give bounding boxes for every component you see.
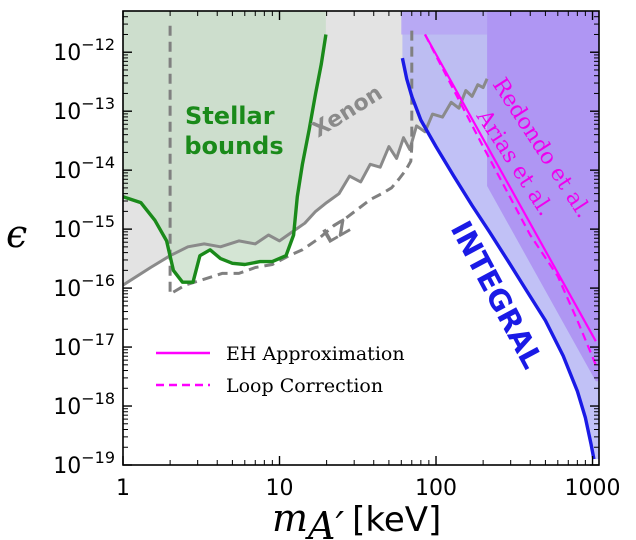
x-axis-label: mA′ [keV] (272, 496, 441, 540)
y-tick-label: 10−12 (53, 35, 115, 66)
stellar-bounds-label: Stellar bounds (184, 102, 283, 160)
x-tick-label: 100 (415, 476, 457, 501)
lz-line (168, 25, 414, 296)
legend-label-eh: EH Approximation (226, 343, 405, 365)
y-tick-label: 10−13 (53, 94, 115, 125)
plot-frame (122, 10, 600, 466)
y-tick-label: 10−18 (53, 389, 115, 420)
y-tick-label: 10−14 (53, 153, 115, 184)
stellar-bounds-region (123, 11, 326, 283)
stellar-bounds-line (123, 34, 328, 284)
axis-ticks: 1 10 100 1000 10−19 10−18 10−17 10−16 10−15 10−14… (53, 10, 621, 501)
x-tick-label: 1000 (565, 476, 621, 501)
loop-correction-line (424, 33, 597, 366)
y-tick-label: 10−17 (53, 330, 115, 361)
xenon-line (123, 78, 489, 287)
arias-region (401, 11, 488, 35)
x-tick-label: 1 (116, 476, 130, 501)
eh-approximation-line (424, 33, 597, 342)
x-tick-label: 10 (266, 476, 294, 501)
legend-label-loop: Loop Correction (226, 375, 383, 397)
legend: EH Approximation Loop Correction (156, 343, 405, 397)
y-tick-label: 10−16 (53, 271, 115, 302)
y-tick-label: 10−19 (53, 448, 115, 479)
integral-line (400, 57, 596, 460)
redondo-region (487, 11, 599, 382)
y-axis-label: ϵ (6, 212, 27, 256)
series-lines (123, 25, 597, 460)
y-tick-label: 10−15 (53, 212, 115, 243)
